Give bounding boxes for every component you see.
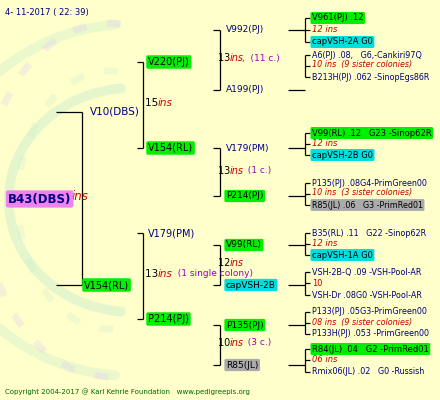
Text: V220(PJ): V220(PJ) [148,57,190,67]
Text: ,  (11 c.): , (11 c.) [242,54,280,62]
Text: R85(JL): R85(JL) [226,360,258,370]
Text: V961(PJ) .12: V961(PJ) .12 [312,14,363,22]
Text: ins: ins [158,98,173,108]
Text: ins: ins [230,53,244,63]
Text: 12: 12 [218,258,234,268]
Text: P214(PJ): P214(PJ) [226,192,264,200]
Text: R84(JL) .04   G2 -PrimRed01: R84(JL) .04 G2 -PrimRed01 [312,344,429,354]
Text: 13: 13 [218,53,233,63]
Text: B35(RL) .11   G22 -Sinop62R: B35(RL) .11 G22 -Sinop62R [312,228,426,238]
Text: Copyright 2004-2017 @ Karl Kehrle Foundation   www.pedigreepis.org: Copyright 2004-2017 @ Karl Kehrle Founda… [5,389,250,395]
Text: (3 c.): (3 c.) [242,338,271,348]
Text: 10 ins  (9 sister colonies): 10 ins (9 sister colonies) [312,60,412,70]
Text: capVSH-1A G0: capVSH-1A G0 [312,250,373,260]
Text: P214(PJ): P214(PJ) [148,314,189,324]
Text: capVSH-2B: capVSH-2B [226,280,276,290]
Text: A199(PJ): A199(PJ) [226,86,264,94]
Text: ins: ins [72,190,89,204]
Text: V179(PM): V179(PM) [148,228,195,238]
Text: 10: 10 [312,278,323,288]
Text: P133(PJ) .05G3-PrimGreen00: P133(PJ) .05G3-PrimGreen00 [312,308,427,316]
Text: ins: ins [230,258,244,268]
Text: 4- 11-2017 ( 22: 39): 4- 11-2017 ( 22: 39) [5,8,89,17]
Text: ins: ins [230,338,244,348]
Text: 12 ins: 12 ins [312,238,337,248]
Text: 13: 13 [145,269,161,279]
Text: 15: 15 [58,190,77,204]
Text: VSH-Dr .08G0 -VSH-Pool-AR: VSH-Dr .08G0 -VSH-Pool-AR [312,290,422,300]
Text: VSH-2B-Q .09 -VSH-Pool-AR: VSH-2B-Q .09 -VSH-Pool-AR [312,268,422,276]
Text: 12 ins: 12 ins [312,138,337,148]
Text: R85(JL) .06   G3 -PrimRed01: R85(JL) .06 G3 -PrimRed01 [312,200,423,210]
Text: A6(PJ) .08,   G6,-Cankiri97Q: A6(PJ) .08, G6,-Cankiri97Q [312,50,422,60]
Text: ins: ins [158,269,173,279]
Text: V154(RL): V154(RL) [84,280,129,290]
Text: Rmix06(JL) .02   G0 -Russish: Rmix06(JL) .02 G0 -Russish [312,368,424,376]
Text: 08 ins  (9 sister colonies): 08 ins (9 sister colonies) [312,318,412,328]
Text: V99(RL) .12   G23 -Sinop62R: V99(RL) .12 G23 -Sinop62R [312,128,432,138]
Text: V99(RL): V99(RL) [226,240,262,250]
Text: (1 c.): (1 c.) [242,166,271,176]
Text: capVSH-2B G0: capVSH-2B G0 [312,150,373,160]
Text: 13: 13 [218,166,233,176]
Text: P135(PJ): P135(PJ) [226,320,264,330]
Text: 10: 10 [218,338,233,348]
Text: B43(DBS): B43(DBS) [8,192,71,206]
Text: V179(PM): V179(PM) [226,144,269,152]
Text: 15: 15 [145,98,161,108]
Text: 12 ins: 12 ins [312,26,337,34]
Text: ins: ins [230,166,244,176]
Text: capVSH-2A G0: capVSH-2A G0 [312,38,373,46]
Text: V154(RL): V154(RL) [148,143,193,153]
Text: 10 ins  (3 sister colonies): 10 ins (3 sister colonies) [312,188,412,198]
Text: P135(PJ) .08G4-PrimGreen00: P135(PJ) .08G4-PrimGreen00 [312,178,427,188]
Text: (1 single colony): (1 single colony) [172,270,253,278]
Text: 06 ins: 06 ins [312,356,337,364]
Text: P133H(PJ) .053 -PrimGreen00: P133H(PJ) .053 -PrimGreen00 [312,330,429,338]
Text: V10(DBS): V10(DBS) [90,107,140,117]
Text: B213H(PJ) .062 -SinopEgs86R: B213H(PJ) .062 -SinopEgs86R [312,72,429,82]
Text: V992(PJ): V992(PJ) [226,26,264,34]
